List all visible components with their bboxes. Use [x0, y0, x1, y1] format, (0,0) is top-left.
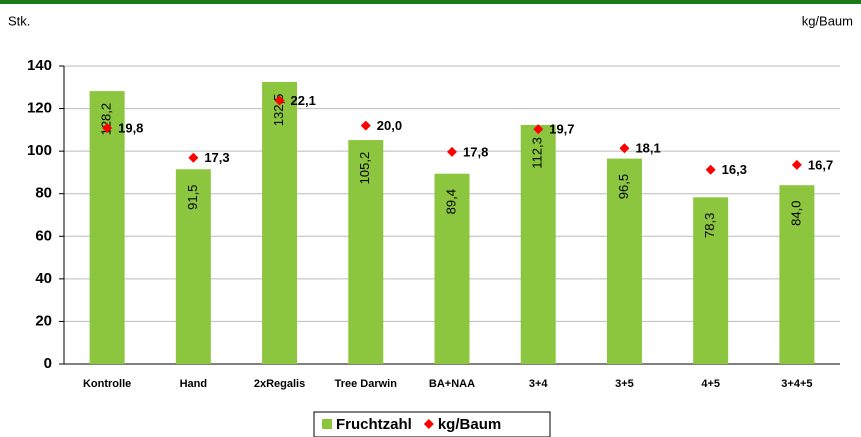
marker — [102, 122, 113, 133]
legend-swatch — [423, 419, 434, 429]
bar — [89, 91, 125, 365]
y-tick-label: 0 — [44, 355, 52, 372]
marker — [791, 159, 802, 170]
y-tick-label: 80 — [35, 185, 52, 202]
y-tick-label: 20 — [35, 312, 52, 329]
bar — [779, 185, 815, 364]
marker — [447, 146, 457, 157]
bar-value-label: 84,0 — [788, 201, 803, 226]
legend-swatch — [322, 419, 332, 429]
bar — [348, 140, 384, 364]
bar-value-label: 112,3 — [530, 137, 545, 169]
y-tick-label: 140 — [27, 57, 52, 74]
bar — [693, 197, 729, 364]
x-tick-label: 3+5 — [615, 378, 634, 390]
y-tick-label: 60 — [35, 227, 52, 244]
marker-value-label: 22,1 — [291, 93, 316, 108]
marker-value-label: 19,8 — [118, 120, 143, 135]
marker-value-label: 19,7 — [549, 122, 574, 137]
bar — [606, 158, 642, 364]
marker-value-label: 20,0 — [377, 118, 402, 133]
x-tick-label: Kontrolle — [83, 378, 131, 390]
legend-label: kg/Baum — [438, 416, 501, 433]
bar-value-label: 89,4 — [443, 189, 458, 214]
marker — [188, 152, 199, 163]
x-tick-label: 4+5 — [701, 378, 720, 390]
y-tick-label: 120 — [27, 100, 52, 117]
marker-value-label: 16,3 — [722, 162, 747, 177]
marker — [360, 120, 371, 131]
legend-label: Fruchtzahl — [336, 416, 412, 433]
bar — [262, 81, 298, 364]
bar-value-label: 91,5 — [185, 185, 200, 210]
legend: Fruchtzahl kg/Baum — [313, 411, 551, 437]
marker — [274, 95, 285, 106]
bar — [520, 124, 556, 364]
marker-value-label: 16,7 — [808, 157, 833, 172]
bar-value-label: 96,5 — [616, 174, 631, 199]
marker — [619, 143, 630, 154]
marker — [533, 124, 544, 135]
bar — [434, 173, 470, 364]
y-tick-label: 100 — [27, 142, 52, 159]
marker-value-label: 17,3 — [204, 150, 229, 165]
top-rule — [0, 0, 861, 4]
x-tick-label: Tree Darwin — [335, 378, 398, 390]
bar — [175, 169, 211, 364]
x-tick-label: 3+4+5 — [781, 378, 812, 390]
marker — [705, 164, 716, 175]
x-tick-label: BA+NAA — [429, 378, 475, 390]
bar-value-label: 105,2 — [357, 152, 372, 185]
x-tick-label: 2xRegalis — [254, 378, 305, 390]
x-tick-label: Hand — [180, 378, 208, 390]
x-tick-label: 3+4 — [529, 378, 549, 390]
y-axis-label: Stk. — [8, 13, 30, 28]
y2-axis-label: kg/Baum — [802, 13, 853, 28]
marker-value-label: 18,1 — [635, 141, 660, 156]
y-tick-label: 40 — [35, 270, 52, 287]
marker-value-label: 17,8 — [463, 144, 488, 159]
bar-value-label: 78,3 — [702, 213, 717, 238]
